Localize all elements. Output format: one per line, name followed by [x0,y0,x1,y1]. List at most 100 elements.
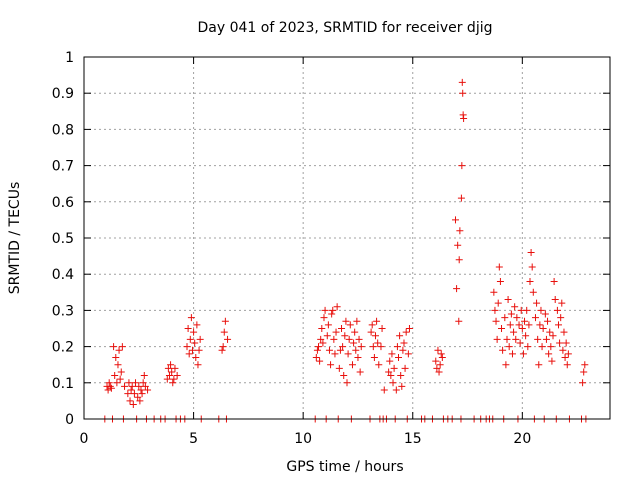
data-point [459,89,467,97]
data-point [553,306,561,314]
data-point [312,353,320,361]
data-point [188,346,196,354]
data-point [396,332,404,340]
data-point [132,379,140,387]
data-point [354,353,362,361]
data-point [492,317,500,325]
plot-frame [83,56,611,420]
data-point [400,339,408,347]
data-point [546,328,554,336]
data-point [113,379,121,387]
data-point [547,343,555,351]
data-point [393,343,401,351]
data-point [526,277,534,285]
data-point [106,382,114,390]
data-point [557,314,565,322]
data-point [220,328,228,336]
x-tick-label: 15 [404,431,422,447]
data-point [512,335,520,343]
data-point [186,335,194,343]
data-point [369,343,377,351]
data-point [112,353,120,361]
data-point [457,194,465,202]
data-point [434,346,442,354]
data-point [344,350,352,358]
data-point [126,397,134,405]
data-point [335,364,343,372]
data-point [173,372,181,380]
data-point [165,372,173,380]
data-point [495,263,503,271]
data-point [315,343,323,351]
data-point [518,325,526,332]
data-point [402,328,410,336]
y-tick-label: 0.4 [52,267,74,283]
data-point [135,382,143,390]
data-point [519,350,527,358]
data-point [138,390,146,398]
data-point [537,306,545,314]
y-axis-label: SRMTID / TECUs [7,182,23,295]
data-point [375,361,383,369]
data-point [560,328,568,336]
data-point [104,386,112,394]
data-point [536,321,544,329]
data-point [336,346,344,354]
y-tick-label: 0.1 [52,376,74,392]
x-tick-label: 5 [189,431,198,447]
data-point [319,339,327,347]
data-point [491,306,499,314]
axis-ticks [83,56,610,420]
data-point [498,325,506,332]
data-point [454,241,462,249]
data-point [436,361,444,369]
data-point [313,346,321,354]
data-point [453,285,461,293]
data-point [352,346,360,354]
data-point [538,343,546,351]
data-point [114,361,122,369]
data-point [167,361,175,369]
data-point [503,335,511,343]
data-point [195,346,203,354]
chart-title: Day 041 of 2023, SRMTID for receiver dji… [198,20,493,36]
data-point [224,335,232,343]
data-point [125,379,133,387]
data-point [451,216,459,224]
data-point [438,353,446,361]
data-point [171,364,179,372]
data-point [371,332,379,340]
data-point [341,332,349,340]
data-point [192,353,200,361]
data-point [531,314,539,322]
data-point [124,390,132,398]
data-point [522,332,530,340]
data-point [380,386,388,394]
x-tick-label: 10 [294,431,312,447]
data-point [187,314,195,322]
data-point [385,368,393,376]
data-point [117,368,125,376]
data-point [401,364,409,372]
data-point [328,310,336,318]
data-point [405,325,413,332]
data-point [321,306,329,314]
data-point [115,346,123,354]
data-point [169,379,177,387]
gridlines [84,57,610,419]
data-point [318,325,326,332]
data-point [562,339,570,347]
data-point [342,317,350,325]
data-point [348,361,356,369]
y-tick-label: 0.8 [52,122,74,138]
data-point [170,375,178,383]
data-point [184,325,192,332]
data-point [432,357,440,365]
data-point [508,350,516,358]
data-point [580,368,588,376]
data-point [529,288,537,296]
data-point [556,339,564,347]
data-point [515,321,523,329]
data-point [134,393,142,401]
